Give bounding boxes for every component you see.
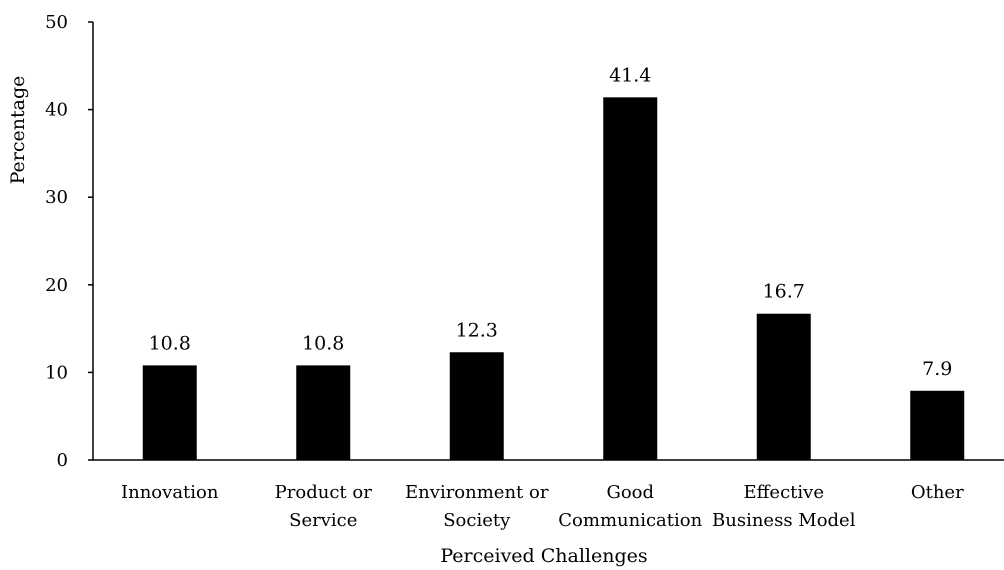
data-label: 10.8: [302, 332, 344, 354]
bar: [756, 313, 811, 460]
data-label: 12.3: [456, 319, 498, 341]
data-label: 7.9: [922, 358, 952, 380]
y-axis-ticks: 0 10 20 30 40 50: [45, 12, 93, 471]
y-tick-label: 0: [57, 450, 68, 471]
y-tick-label: 40: [45, 100, 68, 121]
x-tick-label: Society: [443, 510, 511, 531]
x-tick-label: Product or: [275, 482, 373, 503]
bar: [449, 352, 504, 460]
bar: [603, 97, 658, 460]
x-tick-label: Environment or: [405, 482, 549, 503]
category-labels: Innovation Product or Service Environment o…: [121, 482, 964, 531]
x-tick-label: Other: [911, 482, 964, 503]
x-axis-title: Perceived Challenges: [440, 545, 647, 567]
x-tick-label: Service: [289, 510, 357, 531]
x-tick-label: Good: [606, 482, 654, 503]
bars: [142, 97, 965, 460]
y-axis-title: Percentage: [7, 76, 29, 185]
y-tick-label: 30: [45, 187, 68, 208]
x-tick-label: Communication: [558, 510, 702, 531]
x-tick-label: Effective: [744, 482, 824, 503]
bar: [910, 390, 965, 460]
data-label: 16.7: [763, 281, 805, 303]
y-tick-label: 50: [45, 12, 68, 33]
data-label: 41.4: [609, 64, 651, 86]
y-tick-label: 10: [45, 362, 68, 383]
bar: [296, 365, 351, 460]
y-tick-label: 20: [45, 275, 68, 296]
x-tick-label: Business Model: [712, 510, 856, 531]
data-label: 10.8: [149, 332, 191, 354]
bar: [142, 365, 197, 460]
data-labels: 10.8 10.8 12.3 41.4 16.7 7.9: [149, 64, 953, 379]
x-tick-label: Innovation: [121, 482, 219, 503]
